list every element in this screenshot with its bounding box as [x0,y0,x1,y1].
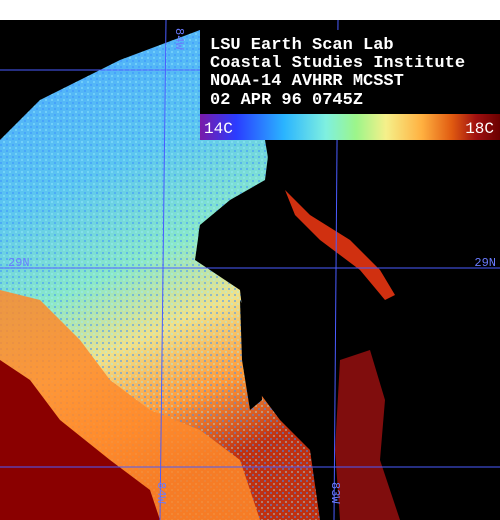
warm-core [0,360,160,520]
bay-south [240,300,262,410]
colorbar-min: 14C [204,120,233,138]
header-line: 02 APR 96 0745Z [210,91,363,110]
lon-label: 84W [172,28,186,50]
header-line: Coastal Studies Institute [210,54,465,73]
lat-label: 29N [474,256,496,270]
river-warm [335,350,400,520]
header-line: LSU Earth Scan Lab [210,36,394,55]
header-line: NOAA-14 AVHRR MCSST [210,72,404,91]
lon-label: 83W [328,482,342,504]
grid-line [159,19,167,520]
top-strip [0,0,500,20]
lon-label: 84W [154,482,168,504]
header-box [200,30,500,114]
colorbar-max: 18C [465,120,494,138]
coastal-warm [285,190,395,300]
bay [198,220,254,269]
land-nw [0,20,200,125]
lat-label: 29N [8,256,30,270]
colorbar [200,114,500,140]
